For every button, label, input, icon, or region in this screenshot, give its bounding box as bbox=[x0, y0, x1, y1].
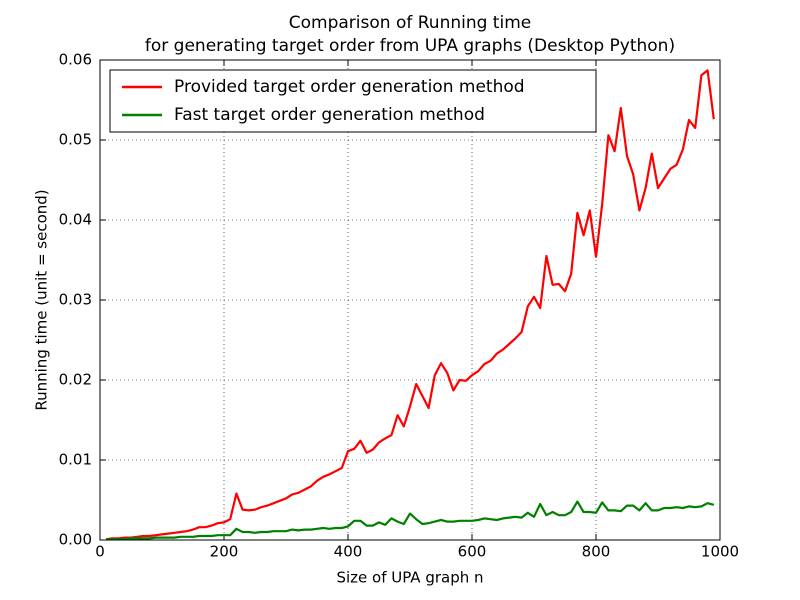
chart-title: for generating target order from UPA gra… bbox=[145, 36, 675, 56]
x-tick-label: 0 bbox=[95, 543, 105, 561]
x-tick-label: 600 bbox=[458, 543, 487, 561]
x-tick-label: 200 bbox=[210, 543, 239, 561]
chart-title: Comparison of Running time bbox=[289, 13, 531, 33]
x-tick-label: 1000 bbox=[701, 543, 739, 561]
plot-frame bbox=[99, 59, 721, 541]
y-tick-label: 0.03 bbox=[59, 291, 92, 309]
y-tick-label: 0.02 bbox=[59, 371, 92, 389]
y-tick-label: 0.05 bbox=[59, 131, 92, 149]
data-line bbox=[106, 69, 715, 541]
legend-label: Fast target order generation method bbox=[174, 105, 485, 125]
legend-box bbox=[109, 69, 597, 133]
x-tick-label: 800 bbox=[582, 543, 611, 561]
y-axis-label: Running time (unit = second) bbox=[33, 189, 51, 410]
x-tick-label: 400 bbox=[334, 543, 363, 561]
y-tick-label: 0.04 bbox=[59, 211, 92, 229]
y-tick-label: 0.06 bbox=[59, 51, 92, 69]
data-line bbox=[106, 500, 715, 541]
x-axis-label: Size of UPA graph n bbox=[336, 569, 483, 587]
y-tick-label: 0.00 bbox=[59, 531, 92, 549]
legend-label: Provided target order generation method bbox=[174, 77, 525, 97]
y-tick-label: 0.01 bbox=[59, 451, 92, 469]
